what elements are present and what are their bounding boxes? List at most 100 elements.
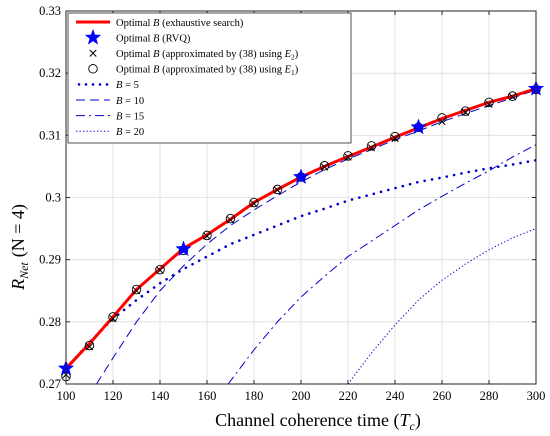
data-point-approx_e2: [85, 343, 94, 351]
data-point-approx_e2: [391, 134, 399, 143]
cross-stroke: [156, 266, 164, 274]
y-tick-label: 0.33: [39, 4, 61, 18]
legend-dot: [98, 83, 102, 86]
x-tick-label: 200: [292, 389, 311, 403]
x-axis-label: Channel coherence time (Tc): [215, 410, 421, 433]
cross-stroke: [485, 100, 493, 108]
legend-item-b15: B = 15: [76, 111, 144, 122]
cross-stroke: [273, 186, 282, 194]
legend-label-b5: B = 5: [116, 80, 139, 91]
data-point-approx_e1: [319, 161, 330, 171]
y-tick-label: 0.32: [39, 66, 61, 80]
x-tick-label: 160: [198, 389, 217, 403]
legend-dot: [105, 83, 109, 86]
cross-stroke: [367, 144, 376, 152]
legend-label-approx_e2: Optimal B (approximated by (38) using E2…: [116, 49, 299, 62]
legend-item-exhaustive: Optimal B (exhaustive search): [76, 18, 244, 29]
data-point-approx_e2: [132, 287, 141, 295]
legend-sample-b5: [77, 83, 109, 86]
legend-item-b20: B = 20: [76, 127, 144, 138]
data-point-approx_e1: [343, 151, 353, 161]
cross-stroke: [461, 108, 470, 116]
cross-stroke: [226, 216, 235, 224]
cross-stroke: [508, 93, 517, 101]
cross-stroke: [109, 315, 117, 323]
data-point-approx_e2: [273, 186, 282, 194]
x-tick-label: 240: [386, 389, 405, 403]
data-point-approx_e2: [367, 144, 376, 152]
data-point-rvq: [292, 168, 310, 185]
data-point-approx_e1: [155, 264, 165, 275]
data-point-approx_e2: [226, 216, 235, 224]
cross-stroke: [391, 134, 399, 143]
data-point-approx_e1: [366, 141, 377, 151]
legend-dot: [77, 83, 81, 86]
legend-item-b10: B = 10: [76, 96, 144, 107]
x-tick-label: 300: [527, 389, 546, 403]
data-point-approx_e1: [225, 213, 236, 224]
legend-label-rvq: Optimal B (RVQ): [116, 33, 191, 44]
axis-ticks: 100 120 140 160 180 200 220 240 260 280 300 0.27 0.2…: [39, 4, 545, 403]
data-point-approx_e2: [203, 232, 211, 240]
data-point-approx_e1: [460, 106, 471, 116]
cross-stroke: [250, 200, 258, 208]
y-axis-label: RNet(N = 4): [8, 204, 31, 291]
data-point-approx_e2: [109, 315, 117, 323]
legend-item-approx_e2: Optimal B (approximated by (38) using E2…: [89, 49, 299, 62]
legend-item-rvq: Optimal B (RVQ): [84, 28, 191, 45]
series-line-b20: [347, 228, 537, 385]
data-point-approx_e1: [131, 284, 142, 295]
y-tick-label: 0.31: [39, 128, 61, 142]
data-point-rvq: [410, 118, 427, 135]
legend-item-approx_e1: Optimal B (approximated by (38) using E1…: [88, 64, 299, 78]
y-tick-label: 0.3: [45, 191, 61, 205]
legend-label-b15: B = 15: [116, 111, 144, 122]
data-point-approx_e2: [461, 108, 470, 116]
data-point-approx_e1: [507, 91, 518, 101]
data-point-approx_e1: [249, 197, 259, 208]
x-tick-label: 260: [433, 389, 452, 403]
y-tick-label: 0.29: [39, 253, 61, 267]
data-point-approx_e2: [438, 118, 446, 126]
cross-stroke: [320, 163, 329, 171]
y-tick-label: 0.28: [39, 315, 61, 329]
legend-sample-rvq: [84, 28, 102, 45]
x-tick-label: 220: [339, 389, 358, 403]
data-point-approx_e2: [344, 153, 352, 161]
data-point-rvq: [175, 240, 192, 257]
data-point-approx_e1: [272, 184, 283, 195]
x-tick-label: 140: [151, 389, 170, 403]
legend-label-approx_e1: Optimal B (approximated by (38) using E1…: [116, 65, 299, 78]
legend-sample-approx_e2: [89, 49, 97, 57]
data-point-approx_e1: [108, 312, 118, 322]
legend-item-b5: B = 5: [77, 80, 139, 91]
data-point-approx_e2: [508, 93, 517, 101]
cross-stroke: [132, 287, 141, 295]
legend-label-exhaustive: Optimal B (exhaustive search): [116, 18, 244, 29]
data-point-approx_e2: [320, 163, 329, 171]
x-tick-label: 120: [104, 389, 123, 403]
series-layer: [57, 79, 545, 385]
series-line-b5: [64, 158, 538, 370]
y-tick-label: 0.27: [39, 377, 61, 391]
data-point-approx_e1: [84, 340, 95, 351]
x-tick-label: 100: [57, 389, 76, 403]
series-line-b15: [227, 144, 537, 385]
data-point-approx_e1: [484, 97, 494, 108]
x-tick-label: 280: [480, 389, 499, 403]
legend-label-b10: B = 10: [116, 96, 144, 107]
legend-dot: [84, 83, 88, 86]
data-point-approx_e1: [202, 230, 212, 241]
x-tick-label: 180: [245, 389, 264, 403]
data-point-approx_e1: [390, 131, 400, 142]
legend: Optimal B (exhaustive search) Optimal B (…: [67, 12, 352, 144]
data-point-approx_e2: [156, 266, 164, 274]
legend-box: [67, 12, 352, 144]
series-line-b10: [96, 89, 537, 385]
legend-dot: [91, 83, 95, 86]
legend-sample-approx_e1: [88, 64, 98, 74]
legend-label-b20: B = 20: [116, 127, 144, 138]
cross-stroke: [438, 118, 446, 126]
data-point-approx_e2: [250, 200, 258, 208]
